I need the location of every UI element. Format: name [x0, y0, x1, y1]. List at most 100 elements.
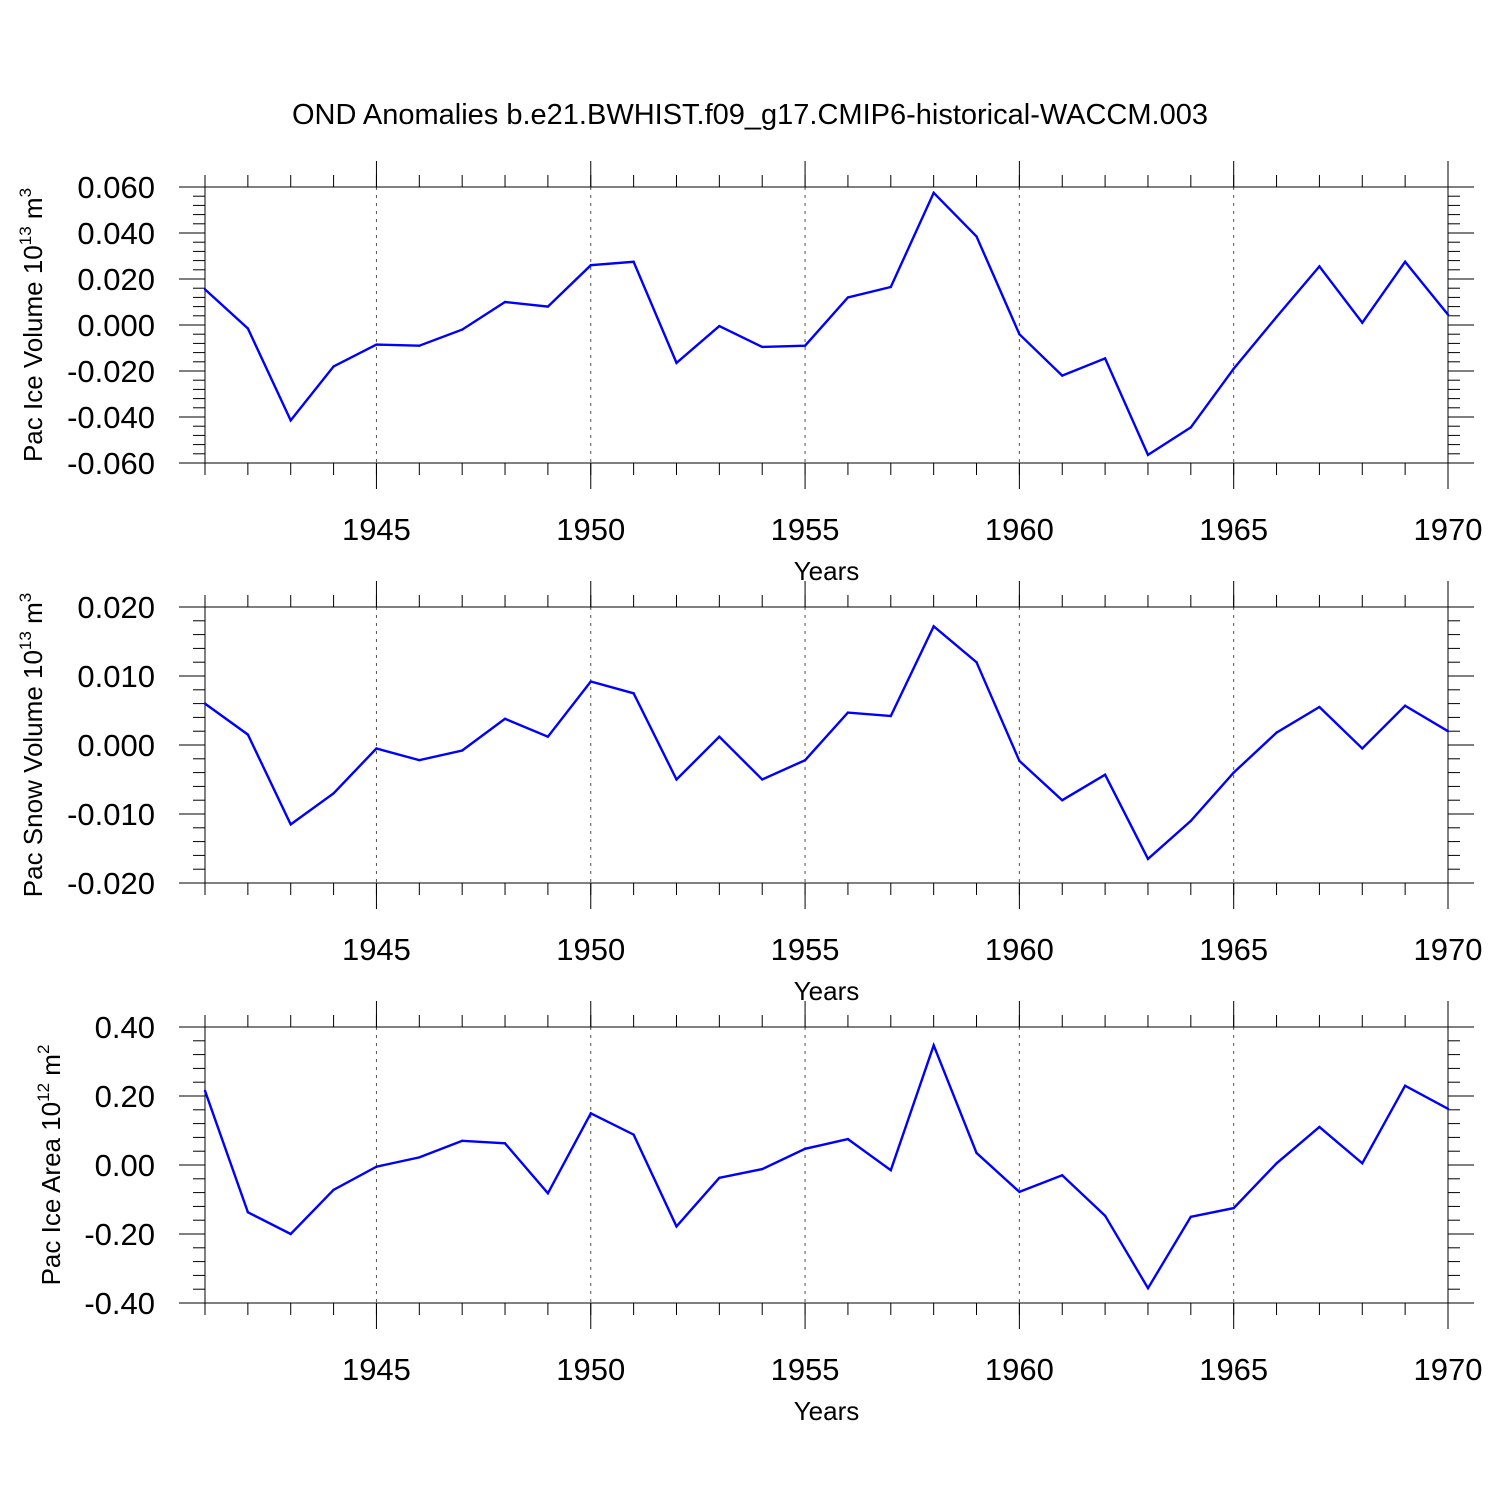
data-point	[846, 711, 850, 714]
data-point	[1403, 1084, 1407, 1087]
x-axis-label: Years	[794, 1396, 860, 1426]
data-point	[1275, 1162, 1278, 1165]
data-point	[1146, 857, 1150, 861]
x-tick-label: 1965	[1199, 512, 1268, 547]
data-point	[1361, 321, 1364, 324]
data-point	[246, 733, 250, 736]
y-axis-label-unit-exponent: 2	[34, 1045, 53, 1054]
data-point	[718, 1176, 721, 1179]
x-tick-label: 1945	[342, 512, 411, 547]
data-point	[889, 285, 892, 289]
y-tick-label: 0.020	[77, 590, 155, 625]
data-point	[503, 717, 507, 720]
y-tick-label: 0.060	[77, 170, 155, 205]
data-point	[1361, 747, 1364, 750]
y-axis-label-exponent: 12	[34, 1083, 53, 1102]
data-point	[375, 343, 378, 346]
plot-frame	[204, 186, 1449, 464]
data-point	[1318, 265, 1321, 268]
data-point	[503, 1142, 507, 1145]
data-point	[460, 328, 464, 331]
data-point	[289, 1232, 292, 1236]
series-line	[204, 624, 1449, 861]
data-point	[718, 735, 721, 738]
data-point	[246, 1211, 250, 1214]
data-point	[503, 300, 507, 304]
data-point	[589, 264, 592, 267]
data-point	[1232, 367, 1235, 370]
chart-title: OND Anomalies b.e21.BWHIST.f09_g17.CMIP6…	[292, 99, 1208, 131]
data-point	[1103, 773, 1107, 776]
data-point	[546, 1192, 550, 1195]
y-tick-label: -0.020	[67, 866, 155, 901]
y-tick-label: -0.40	[84, 1286, 155, 1321]
x-tick-label: 1950	[556, 512, 625, 547]
data-point	[589, 680, 592, 683]
data-point	[889, 714, 892, 718]
x-tick-label: 1950	[556, 1352, 625, 1387]
data-point	[1146, 453, 1150, 457]
x-tick-label: 1955	[771, 1352, 840, 1387]
data-point	[375, 747, 378, 750]
data-point	[1146, 1286, 1150, 1290]
data-point	[1446, 313, 1450, 316]
data-point	[1018, 1190, 1021, 1194]
data-point	[460, 749, 464, 752]
data-point	[289, 823, 292, 826]
y-axis-label-text: Pac Ice Area 10	[36, 1102, 66, 1286]
y-tick-label: 0.40	[95, 1010, 155, 1045]
data-point	[1189, 426, 1193, 429]
x-tick-label: 1950	[556, 932, 625, 967]
data-point	[632, 1133, 635, 1136]
series-line	[204, 190, 1449, 457]
data-point	[889, 1168, 892, 1172]
y-tick-label: 0.00	[95, 1148, 155, 1183]
data-point	[418, 344, 421, 347]
data-point	[1232, 1206, 1235, 1210]
data-point	[632, 260, 635, 263]
y-tick-label: 0.040	[77, 216, 155, 251]
data-point	[1318, 1125, 1321, 1129]
data-point	[1189, 1215, 1193, 1218]
y-axis-label-exponent: 13	[16, 226, 35, 245]
y-axis-label-text: Pac Snow Volume 10	[18, 650, 48, 897]
data-point	[332, 792, 335, 795]
x-tick-label: 1960	[985, 932, 1054, 967]
data-point	[1403, 260, 1407, 263]
data-point	[1061, 799, 1064, 802]
data-point	[932, 625, 935, 628]
data-point	[203, 702, 207, 705]
x-tick-label: 1970	[1414, 1352, 1483, 1387]
y-axis-label-unit-exponent: 3	[16, 593, 35, 602]
x-tick-label: 1955	[771, 932, 840, 967]
data-point	[846, 296, 850, 299]
y-axis-label-unit-exponent: 3	[16, 188, 35, 197]
y-tick-label: -0.010	[67, 797, 155, 832]
data-point	[975, 235, 978, 238]
data-point	[846, 1137, 850, 1141]
y-tick-label: 0.000	[77, 728, 155, 763]
series-line	[203, 1041, 1449, 1291]
data-point	[803, 344, 807, 347]
data-point	[332, 1188, 335, 1192]
y-tick-label: -0.060	[67, 446, 155, 481]
data-point	[1189, 819, 1193, 823]
x-tick-label: 1965	[1199, 1352, 1268, 1387]
chart-panel-1: -0.060 -0.040 -0.020 0.000 0.020 0.040 0.060 19…	[16, 161, 1482, 586]
data-point	[1446, 730, 1450, 733]
y-axis-label-unit: m	[18, 602, 48, 631]
data-point	[632, 692, 635, 695]
y-axis-label: Pac Ice Area 1012 m2	[34, 1045, 66, 1286]
data-point	[1275, 731, 1278, 734]
x-tick-label: 1960	[985, 1352, 1054, 1387]
x-axis-label: Years	[794, 556, 860, 586]
y-axis-label: Pac Ice Volume 1013 m3	[16, 188, 48, 462]
data-point	[975, 661, 978, 664]
data-point	[203, 1089, 207, 1093]
data-point	[761, 778, 764, 781]
x-tick-label: 1945	[342, 1352, 411, 1387]
data-point	[675, 778, 678, 781]
y-tick-label: 0.000	[77, 308, 155, 343]
data-point	[418, 1156, 421, 1159]
